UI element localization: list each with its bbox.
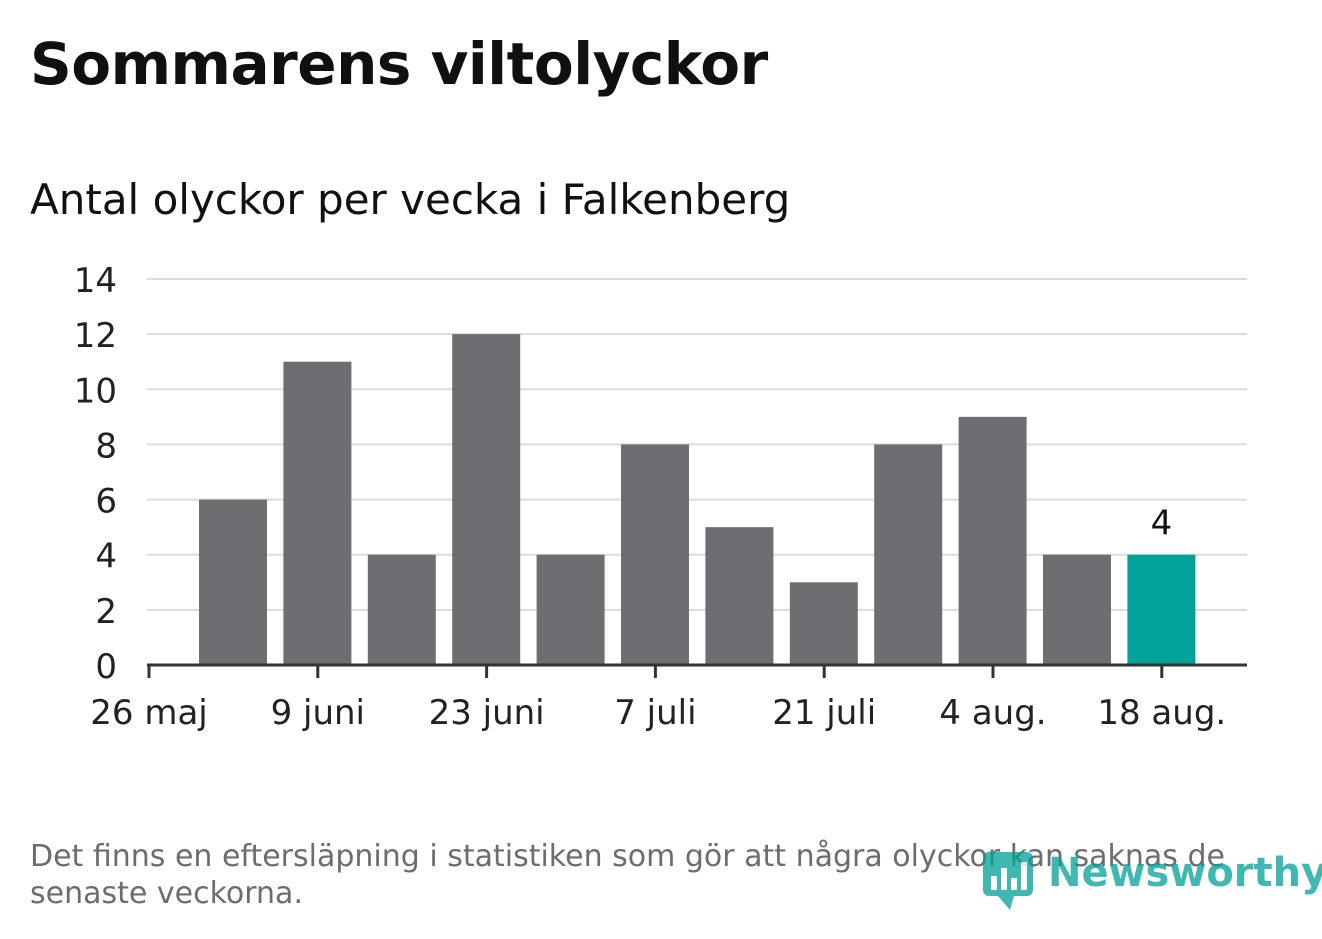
y-tick-label: 8 (95, 426, 117, 466)
x-axis-ticks: 26 maj 9 juni 23 juni 7 juli 21 juli 4 aug. 18… (90, 665, 1226, 733)
y-tick-label: 0 (95, 647, 117, 687)
x-tick-label: 9 juni (271, 693, 365, 733)
y-tick-label: 2 (95, 592, 117, 632)
y-tick-label: 6 (95, 482, 117, 522)
x-tick-label: 21 juli (772, 693, 876, 733)
x-tick-label: 4 aug. (939, 693, 1046, 733)
data-labels: 4 (1151, 504, 1173, 544)
x-tick-label: 23 juni (429, 693, 545, 733)
y-tick-label: 12 (74, 316, 117, 356)
y-tick-label: 4 (95, 537, 117, 577)
x-tick-label: 26 maj (90, 693, 207, 733)
chart-title: Sommarens viltolyckor (30, 30, 768, 98)
bar (199, 499, 267, 665)
y-tick-label: 10 (74, 371, 117, 411)
bar (874, 444, 943, 665)
bar (705, 527, 774, 665)
bar (452, 334, 521, 665)
bar-highlighted (1127, 554, 1196, 665)
x-tick-label: 7 juli (614, 693, 696, 733)
data-label: 4 (1151, 504, 1173, 544)
bar (958, 416, 1027, 665)
y-tick-label: 14 (74, 261, 117, 301)
bar (283, 361, 352, 665)
bar (536, 554, 605, 665)
newsworthy-logo: Newsworthy (980, 846, 1322, 916)
bars (199, 334, 1196, 665)
chart-subtitle: Antal olyckor per vecka i Falkenberg (30, 175, 791, 224)
bar (789, 582, 858, 665)
logo-icon (983, 852, 1033, 910)
bar (621, 444, 689, 665)
logo-text: Newsworthy (1048, 850, 1322, 896)
bar (367, 554, 436, 665)
y-axis-ticks: 0 2 4 6 8 10 12 14 (74, 261, 117, 687)
bar (1043, 554, 1111, 665)
bar-chart: 0 2 4 6 8 10 12 14 26 maj 9 juni 23 juni 7 juli 21 … (74, 261, 1247, 733)
x-tick-label: 18 aug. (1097, 693, 1226, 733)
